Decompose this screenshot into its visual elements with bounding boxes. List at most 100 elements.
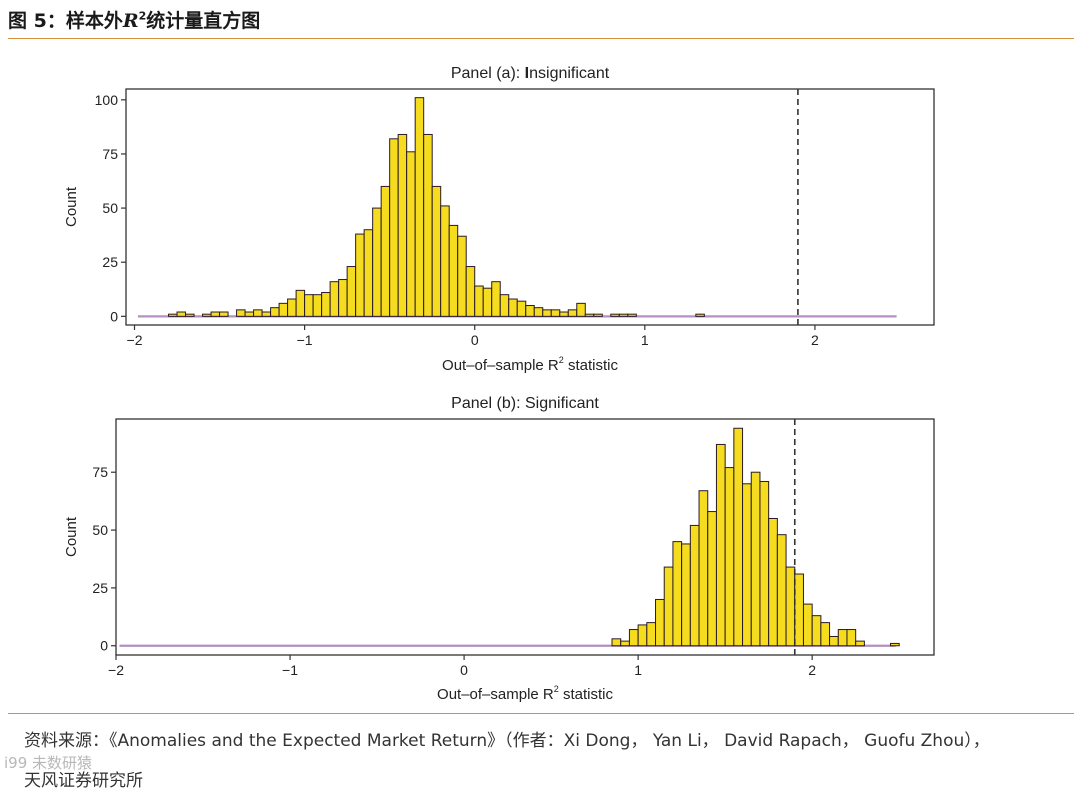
panel-b-y-axis-label: Count bbox=[63, 516, 80, 557]
panel-b-histogram-bar bbox=[811, 615, 822, 647]
panel-b-y-tick-label: 0 bbox=[100, 638, 108, 654]
panel-a-x-axis-label: Out–of–sample R2 statistic bbox=[442, 355, 618, 374]
panel-a-histogram-bar bbox=[533, 307, 544, 317]
panel-a-histogram-bar bbox=[244, 311, 255, 317]
panel-a-histogram-bar bbox=[176, 311, 187, 317]
panel-a-histogram-bar bbox=[329, 281, 340, 317]
panel-a-histogram-bar bbox=[525, 305, 535, 317]
panel-b-histogram-bar bbox=[646, 622, 657, 647]
panel-a-histogram-bar bbox=[261, 311, 272, 317]
panel-b-x-axis-label: Out–of–sample R2 statistic bbox=[437, 684, 613, 703]
panel-a-y-axis-label: Count bbox=[63, 186, 80, 227]
panel-a-histogram-bar bbox=[278, 302, 289, 317]
panel-a-histogram-bar bbox=[457, 235, 467, 317]
panel-b-histogram-bar bbox=[794, 573, 804, 647]
panel-a-x-tick-label: 2 bbox=[811, 332, 819, 348]
panel-a-histogram-bar bbox=[414, 97, 425, 317]
panel-b-y-tick-label: 25 bbox=[92, 580, 108, 596]
panel-a-histogram-bar bbox=[304, 294, 314, 317]
panel-b-y-tick-label: 50 bbox=[92, 522, 108, 538]
panel-a-histogram-bar bbox=[202, 313, 212, 317]
panel-b-histogram-bar bbox=[759, 480, 770, 647]
panel-a-y-tick-label: 0 bbox=[110, 308, 118, 324]
panel-a-histogram-bar bbox=[482, 287, 493, 317]
panel-b-histogram-bar bbox=[820, 622, 831, 647]
panel-a-histogram-bar bbox=[610, 313, 620, 317]
panel-a-x-tick-label: 1 bbox=[641, 332, 649, 348]
panel-a-histogram-bar bbox=[321, 292, 331, 317]
panel-b-y-tick-label: 75 bbox=[92, 464, 108, 480]
panel-a-histogram-bar bbox=[499, 294, 510, 317]
panel-b-histogram-bar bbox=[837, 629, 848, 647]
panel-a-histogram-bar bbox=[559, 311, 569, 317]
panel-b-x-tick-label: 0 bbox=[460, 662, 468, 678]
panel-a-histogram-bar bbox=[576, 302, 586, 317]
panel-b-histogram-bar bbox=[681, 543, 691, 647]
panel-b-histogram-bar bbox=[776, 534, 787, 647]
panel-a-histogram-bar bbox=[253, 309, 263, 317]
panel-a-histogram-bar bbox=[397, 133, 408, 317]
panel-b-histogram-bar bbox=[855, 640, 865, 647]
panel-b-histogram-bar bbox=[889, 642, 900, 647]
histogram-figure: Panel (a): Insignificant−2 −1 0 1 2025507510… bbox=[63, 65, 935, 703]
panel-a-histogram-bar bbox=[542, 309, 552, 317]
panel-a-histogram-bar bbox=[270, 307, 280, 317]
panel-b-histogram-bar bbox=[715, 443, 726, 647]
panel-a-y-tick-label: 75 bbox=[102, 146, 118, 162]
panel-a-histogram-bar bbox=[219, 311, 229, 317]
panel-b-histogram-bar bbox=[628, 629, 639, 647]
panel-a-histogram-bar bbox=[695, 313, 705, 317]
panel-b-histogram-bar bbox=[637, 624, 648, 647]
panel-a-histogram-bar bbox=[508, 298, 518, 317]
panel-b-histogram-bar bbox=[846, 629, 857, 647]
source-note: 资料来源：《Anomalies and the Expected Market … bbox=[24, 731, 990, 751]
panel-a-histogram-bar bbox=[474, 285, 484, 317]
panel-a-plot-frame bbox=[125, 88, 935, 326]
panel-a-histogram-bar bbox=[185, 313, 195, 317]
panel-a-y-tick-label: 100 bbox=[95, 92, 119, 108]
panel-a-histogram-bar bbox=[491, 281, 501, 317]
panel-a-histogram-bar bbox=[287, 298, 297, 317]
panel-a-histogram-bar bbox=[295, 289, 306, 317]
panel-a-histogram-bar bbox=[440, 205, 450, 317]
panel-b-histogram-bar bbox=[724, 467, 735, 647]
panel-b-x-tick-label: −2 bbox=[108, 662, 124, 678]
panel-b-histogram-bar bbox=[698, 490, 709, 647]
panel-a-histogram-bar bbox=[431, 185, 442, 317]
figure-title: 图 5：样本外R2统计量直方图 bbox=[8, 9, 261, 32]
panel-b-histogram-bar bbox=[829, 635, 839, 647]
panel-b-histogram-bar bbox=[620, 640, 630, 647]
panel-b-histogram-bar bbox=[742, 483, 752, 647]
panel-a-histogram-bar bbox=[593, 313, 603, 317]
panel-a-histogram-bar bbox=[380, 185, 391, 317]
panel-b-histogram-bar bbox=[672, 541, 683, 647]
panel-a-histogram-bar bbox=[423, 133, 433, 317]
panel-a-histogram-bar bbox=[168, 313, 178, 317]
panel-a-y-tick-label: 25 bbox=[102, 254, 118, 270]
panel-a-histogram-bar bbox=[627, 313, 637, 317]
source-divider bbox=[8, 713, 1074, 714]
panel-a-histogram-bar bbox=[584, 313, 595, 317]
panel-a-histogram-bar bbox=[363, 229, 374, 317]
panel-a-x-tick-label: 0 bbox=[471, 332, 479, 348]
panel-b-histogram-bar bbox=[750, 471, 761, 647]
panel-a-histogram-bar bbox=[567, 309, 578, 317]
panel-a-y-tick-label: 50 bbox=[102, 200, 118, 216]
panel-a-histogram-bar bbox=[448, 224, 459, 317]
watermark-text: i99 未数研猿 bbox=[4, 754, 93, 772]
panel-a-histogram-bar bbox=[406, 151, 416, 317]
panel-a-histogram-bar bbox=[346, 266, 357, 317]
panel-a-histogram-bar bbox=[372, 207, 382, 317]
panel-b-x-tick-label: 2 bbox=[808, 662, 816, 678]
panel-a-histogram-bar bbox=[550, 309, 561, 317]
panel-b-histogram-bar bbox=[768, 517, 778, 647]
panel-a-x-tick-label: −2 bbox=[127, 332, 143, 348]
title-divider bbox=[8, 38, 1074, 39]
panel-b-histogram-bar bbox=[802, 603, 813, 647]
panel-a-histogram-bar bbox=[312, 294, 323, 317]
panel-a-histogram-bar bbox=[465, 266, 476, 317]
panel-a-histogram-bar bbox=[355, 233, 365, 317]
panel-a-histogram-bar bbox=[516, 300, 527, 317]
organization-name: 天风证券研究所 bbox=[24, 771, 143, 791]
panel-b-x-tick-label: 1 bbox=[634, 662, 642, 678]
